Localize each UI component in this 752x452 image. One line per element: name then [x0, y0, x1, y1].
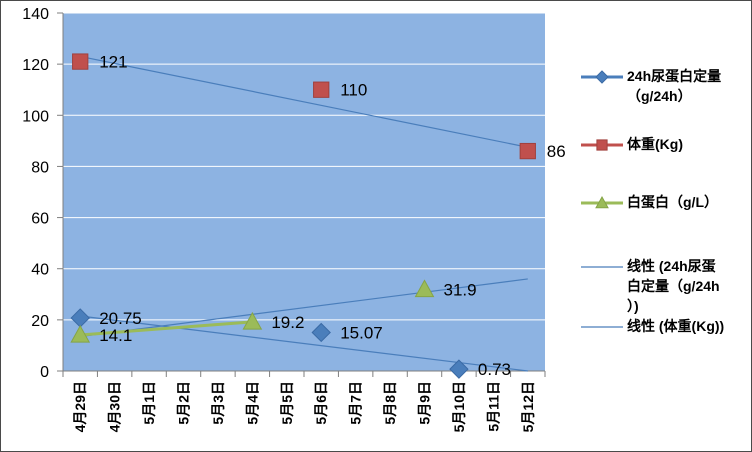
- legend-marker: [596, 139, 608, 151]
- legend-label: ）): [627, 298, 639, 314]
- data-label: 19.2: [271, 313, 304, 332]
- legend-label: （g/24h）: [627, 88, 692, 104]
- legend-label: 白定量（g/24h: [627, 278, 720, 294]
- x-tick-label: 4月30日: [107, 381, 123, 432]
- y-tick-label: 40: [31, 262, 49, 279]
- legend-label: 线性 (24h尿蛋: [627, 258, 716, 274]
- data-label: 31.9: [444, 280, 477, 299]
- data-label: 0.73: [478, 360, 511, 379]
- data-point: [72, 53, 89, 70]
- data-point: [313, 81, 330, 98]
- legend-label: 白蛋白（g/L）: [627, 194, 718, 210]
- data-point: [311, 322, 331, 343]
- x-tick-label: 5月10日: [451, 381, 467, 432]
- data-label: 20.75: [99, 309, 142, 328]
- x-tick-label: 5月1日: [141, 381, 157, 425]
- legend-label: 24h尿蛋白定量: [627, 68, 721, 84]
- y-tick-label: 60: [31, 211, 49, 228]
- data-point: [414, 279, 435, 298]
- x-tick-label: 5月7日: [348, 381, 364, 425]
- legend-marker: [595, 195, 609, 209]
- data-label: 86: [547, 142, 566, 161]
- legend-item: 白蛋白（g/L）: [581, 194, 718, 210]
- plot-area: [63, 13, 545, 371]
- y-tick-label: 20: [31, 313, 49, 330]
- data-point: [242, 311, 263, 330]
- legend-label: 线性 (体重(Kg)): [627, 318, 724, 334]
- legend: 24h尿蛋白定量 （g/24h） 体重(Kg) 白蛋白（g/L） 线性 (24h尿蛋白定…: [581, 68, 724, 334]
- series-line: [80, 320, 253, 337]
- x-tick-label: 5月3日: [210, 381, 226, 425]
- legend-item: 体重(Kg): [581, 136, 683, 152]
- y-tick-label: 0: [40, 364, 49, 381]
- legend-item: 24h尿蛋白定量 （g/24h）: [581, 68, 721, 104]
- x-tick-label: 5月4日: [244, 381, 260, 425]
- x-tick-label: 5月8日: [382, 381, 398, 425]
- x-tick-label: 5月2日: [176, 381, 192, 425]
- data-label: 110: [340, 81, 367, 100]
- data-label: 121: [99, 53, 127, 72]
- data-point: [449, 359, 469, 379]
- data-label: 15.07: [340, 323, 383, 342]
- trendline: [80, 55, 528, 148]
- series-0: 20.75 15.07 0.73: [70, 308, 511, 379]
- x-tick-label: 5月6日: [313, 381, 329, 425]
- legend-item: 线性 (24h尿蛋白定量（g/24h ）): [581, 258, 720, 314]
- x-tick-label: 4月29日: [72, 381, 88, 432]
- legend-item: 线性 (体重(Kg)): [581, 318, 724, 334]
- data-label: 14.1: [99, 326, 132, 345]
- legend-label: 体重(Kg): [627, 136, 683, 152]
- data-point: [519, 142, 536, 160]
- legend-marker: [595, 70, 609, 84]
- y-tick-label: 80: [31, 159, 49, 176]
- series-1: 121 110 86: [72, 53, 566, 161]
- y-tick-label: 100: [22, 108, 49, 125]
- y-tick-label: 140: [22, 6, 49, 23]
- data-point: [70, 324, 91, 343]
- x-tick-label: 5月9日: [417, 381, 433, 425]
- trendline: [80, 278, 528, 338]
- x-tick-label: 5月12日: [520, 381, 536, 432]
- x-tick-label: 5月5日: [279, 381, 295, 425]
- trendline: [80, 315, 528, 372]
- x-tick-label: 5月11日: [485, 381, 501, 432]
- series-2: 14.1 19.2 31.9: [70, 279, 477, 345]
- y-tick-label: 120: [22, 57, 49, 74]
